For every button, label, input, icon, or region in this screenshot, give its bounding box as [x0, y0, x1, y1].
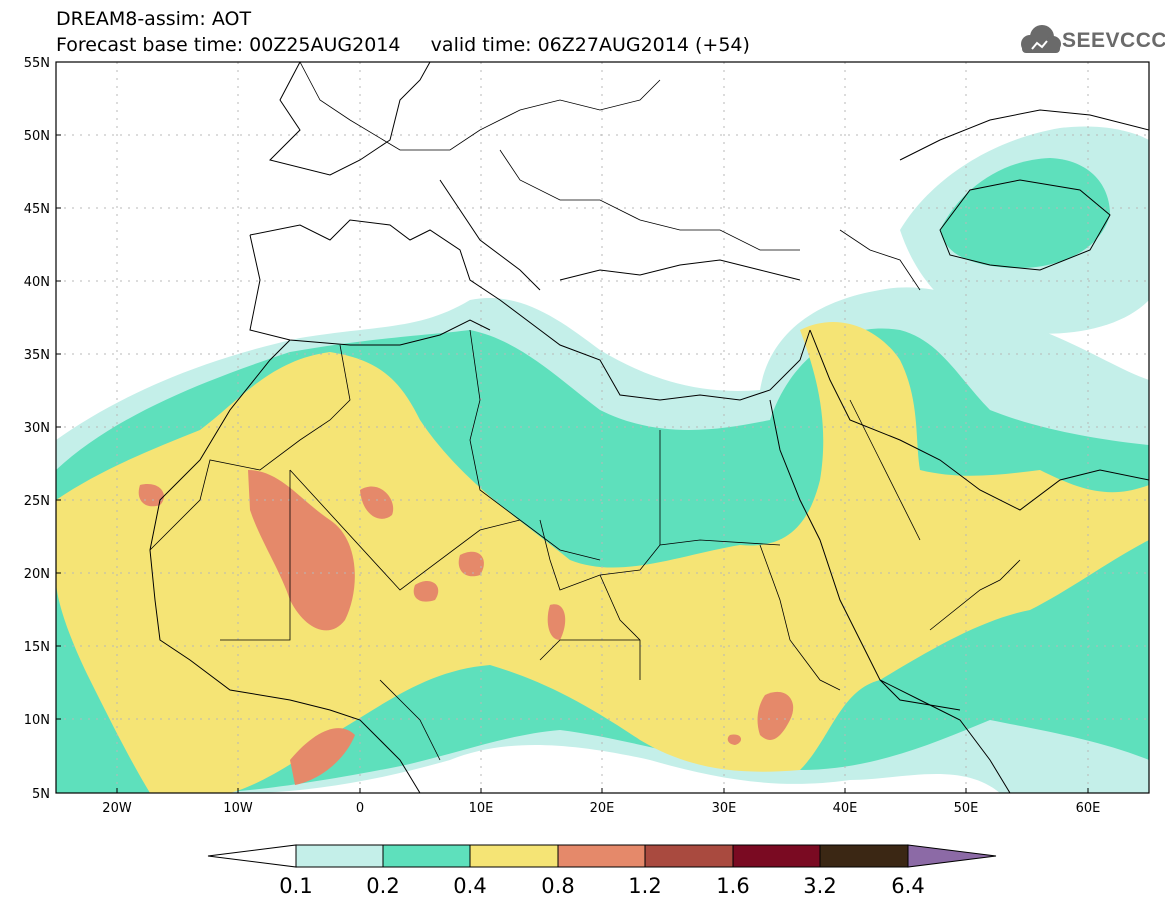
- country-borders: [149, 62, 1021, 761]
- legend-swatch: [295, 844, 384, 868]
- lat-label: 20N: [24, 567, 50, 582]
- lon-label: 10E: [469, 801, 494, 816]
- aot-band-0.8: [413, 580, 439, 602]
- lat-label: 55N: [24, 56, 50, 71]
- lon-label: 50E: [954, 801, 979, 816]
- color-bar-cells: [207, 844, 997, 868]
- map-title: DREAM8-assim: AOT: [56, 8, 252, 30]
- legend-swatch: [644, 844, 734, 868]
- lat-label: 15N: [24, 640, 50, 655]
- legend-swatch: [469, 844, 559, 868]
- lat-label: 25N: [24, 494, 50, 509]
- lat-label: 35N: [24, 348, 50, 363]
- lon-label: 40E: [833, 801, 858, 816]
- legend-level: 1.6: [716, 874, 749, 898]
- legend-level: 3.2: [803, 874, 836, 898]
- aot-band-0.8: [248, 470, 355, 631]
- legend-level: 6.4: [891, 874, 924, 898]
- legend-swatch: [819, 844, 909, 868]
- lat-label: 40N: [24, 275, 50, 290]
- lat-label: 45N: [24, 202, 50, 217]
- legend-swatch: [382, 844, 471, 868]
- legend-level: 0.1: [279, 874, 312, 898]
- lon-label: 0: [356, 801, 364, 816]
- aot-band-0.8: [138, 484, 164, 507]
- aot-band-0.8: [458, 551, 484, 577]
- lon-label: 60E: [1076, 801, 1101, 816]
- cloud-icon: [1021, 25, 1061, 53]
- legend-level: 1.2: [628, 874, 661, 898]
- lat-label: 10N: [24, 713, 50, 728]
- lon-label: 30E: [712, 801, 737, 816]
- aot-band-0.8: [290, 728, 355, 785]
- color-bar-labels: 0.1 0.2 0.4 0.8 1.2 1.6 3.2 6.4: [279, 874, 924, 898]
- legend-level: 0.4: [453, 874, 486, 898]
- aot-band-0.4: [56, 321, 1149, 793]
- lon-label: 10W: [223, 801, 253, 816]
- aot-field: [56, 62, 1149, 793]
- legend-swatch: [732, 844, 821, 868]
- aot-band-0.2: [940, 158, 1110, 269]
- aot-band-0.8: [727, 734, 742, 745]
- logo-text: SEEVCCC: [1062, 29, 1165, 52]
- tick-marks: [56, 61, 1089, 794]
- forecast-times: Forecast base time: 00Z25AUG2014 valid t…: [56, 34, 750, 56]
- legend-swatch: [557, 844, 646, 868]
- lat-label: 30N: [24, 421, 50, 436]
- aot-band-0.8: [757, 691, 794, 740]
- lat-lon-grid: [56, 62, 1149, 793]
- coastlines: [149, 62, 1149, 793]
- legend-level: 0.8: [541, 874, 574, 898]
- legend-swatch-below: [207, 844, 297, 868]
- legend-swatch-above: [907, 844, 997, 868]
- lon-label: 20W: [102, 801, 132, 816]
- aot-band-0.8: [360, 486, 394, 519]
- lon-label: 20E: [590, 801, 615, 816]
- lat-label: 5N: [32, 787, 50, 802]
- aot-band-0.8: [547, 604, 566, 640]
- lat-label: 50N: [24, 129, 50, 144]
- legend-level: 0.2: [366, 874, 399, 898]
